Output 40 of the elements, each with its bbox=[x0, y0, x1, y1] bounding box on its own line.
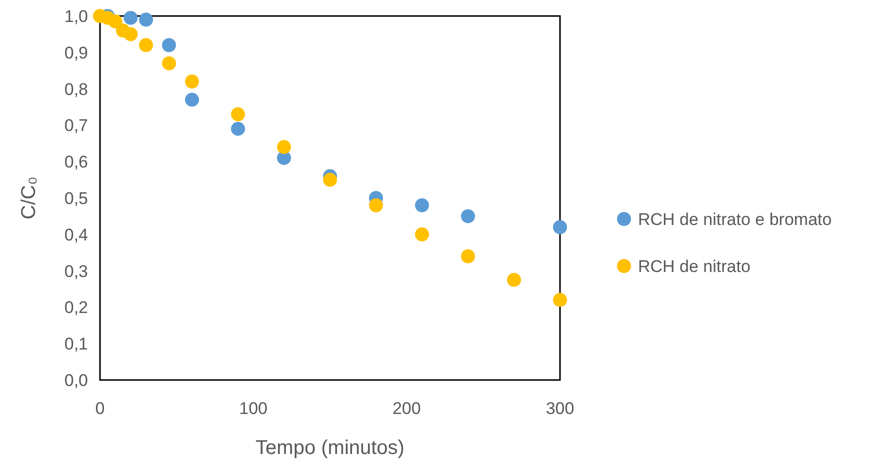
point bbox=[277, 140, 291, 154]
y-tick-label: 0,8 bbox=[64, 80, 88, 99]
y-tick-label: 0,2 bbox=[64, 298, 88, 318]
y-tick-label: 1,0 bbox=[64, 6, 88, 26]
x-tick-label: 0 bbox=[95, 398, 105, 418]
y-tick-label: 0,5 bbox=[64, 188, 88, 208]
point bbox=[139, 12, 153, 27]
point bbox=[185, 92, 199, 107]
point bbox=[415, 198, 429, 212]
point bbox=[185, 74, 199, 89]
legend-label: RCH de nitrato bbox=[638, 256, 750, 276]
point bbox=[553, 220, 567, 234]
point bbox=[162, 38, 176, 52]
y-tick-label: 0,0 bbox=[64, 370, 88, 390]
y-tick-label: 0,6 bbox=[64, 152, 88, 172]
x-tick-label: 100 bbox=[239, 398, 268, 418]
point bbox=[231, 107, 245, 122]
point bbox=[553, 292, 567, 307]
point bbox=[415, 227, 429, 242]
point bbox=[124, 10, 138, 25]
x-tick-label: 300 bbox=[546, 398, 574, 418]
y-tick-label: 0,4 bbox=[64, 225, 88, 244]
y-tick-label: 0,7 bbox=[64, 116, 88, 136]
y-tick-label: 0,3 bbox=[64, 262, 88, 281]
y-tick-label: 0,1 bbox=[64, 334, 88, 354]
point bbox=[507, 272, 521, 287]
point bbox=[139, 38, 153, 52]
x-tick-label: 200 bbox=[392, 398, 421, 418]
point bbox=[323, 172, 337, 187]
point bbox=[461, 209, 475, 224]
y-axis-title: C/C₀ bbox=[18, 176, 40, 220]
y-tick-label: 0,9 bbox=[64, 43, 88, 62]
point bbox=[108, 14, 122, 28]
point bbox=[369, 198, 383, 212]
point bbox=[231, 122, 245, 136]
x-axis-title: Tempo (minutos) bbox=[256, 437, 404, 459]
point bbox=[124, 27, 138, 42]
point bbox=[162, 56, 176, 70]
point bbox=[461, 249, 475, 264]
legend-label: RCH de nitrato e bromato bbox=[638, 210, 832, 229]
